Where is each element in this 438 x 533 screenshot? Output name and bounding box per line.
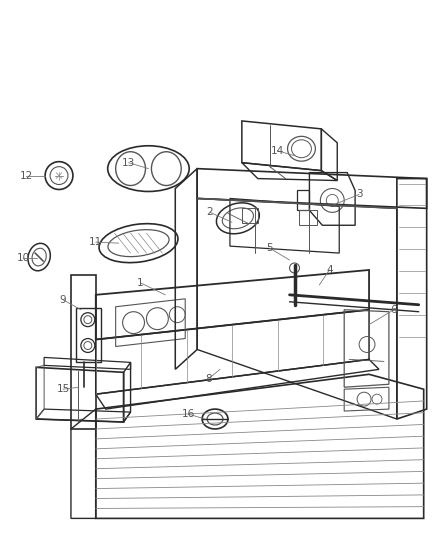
Text: 3: 3 xyxy=(356,189,362,199)
Text: 9: 9 xyxy=(60,295,66,305)
Text: 16: 16 xyxy=(182,409,195,419)
Text: 11: 11 xyxy=(89,237,102,247)
Text: 12: 12 xyxy=(20,171,33,181)
Text: 5: 5 xyxy=(266,243,273,253)
Text: 10: 10 xyxy=(17,253,30,263)
Text: 15: 15 xyxy=(57,384,70,394)
Text: 8: 8 xyxy=(205,374,212,384)
Text: 4: 4 xyxy=(326,265,332,275)
Text: 6: 6 xyxy=(391,305,397,314)
Text: 1: 1 xyxy=(137,278,144,288)
Text: 2: 2 xyxy=(207,207,213,217)
Text: 14: 14 xyxy=(271,146,284,156)
Text: 13: 13 xyxy=(122,158,135,168)
